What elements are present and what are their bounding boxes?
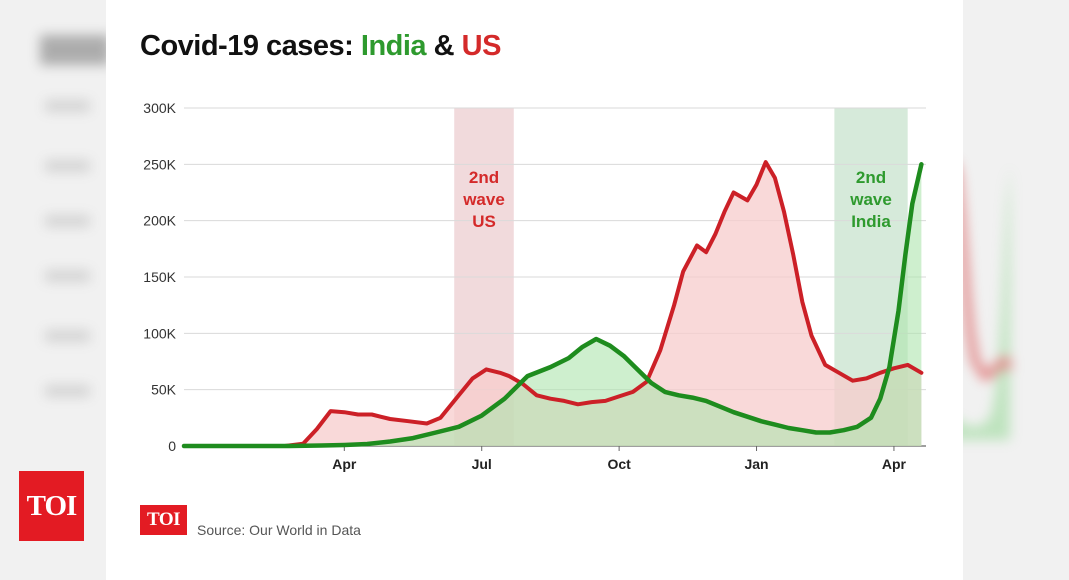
ghost-tick [45,330,90,342]
y-tick-label: 150K [143,269,176,285]
us-second-wave-label: US [472,212,496,231]
x-tick-label: Oct [607,456,631,472]
chart-card [106,0,963,580]
toi-logo-small: TOI [140,505,187,535]
title-prefix: Covid-19 cases: [140,30,361,62]
chart-title: Covid-19 cases: India & US [140,30,501,63]
india-second-wave-label: wave [849,190,892,209]
y-tick-label: 50K [151,382,177,398]
ghost-tick [45,100,90,112]
toi-logo-large: TOI [19,471,84,541]
ghost-title [40,35,110,65]
ghost-tick [45,385,90,397]
y-tick-label: 100K [143,325,176,341]
x-tick-label: Apr [882,456,907,472]
ghost-tick [45,160,90,172]
y-tick-label: 200K [143,213,176,229]
y-tick-label: 300K [143,100,176,116]
title-ampersand: & [426,30,462,62]
source-note: Source: Our World in Data [197,522,361,538]
india-area [184,164,922,447]
india-second-wave-label: India [851,212,891,231]
x-tick-label: Jan [744,456,768,472]
x-tick-label: Apr [332,456,357,472]
ghost-tick [45,270,90,282]
y-tick-label: 0 [168,438,176,454]
us-area [184,162,922,446]
ghost-tick [45,215,90,227]
x-tick-label: Jul [472,456,492,472]
us-line [182,160,924,448]
title-india: India [360,30,427,62]
india-second-wave-label: 2nd [856,168,886,187]
us-second-wave-label: wave [462,190,505,209]
india-line [181,162,924,449]
y-tick-label: 250K [143,156,176,172]
title-us: US [461,30,502,62]
ghost-india-area [950,165,1010,440]
us-second-wave-label: 2nd [469,168,499,187]
